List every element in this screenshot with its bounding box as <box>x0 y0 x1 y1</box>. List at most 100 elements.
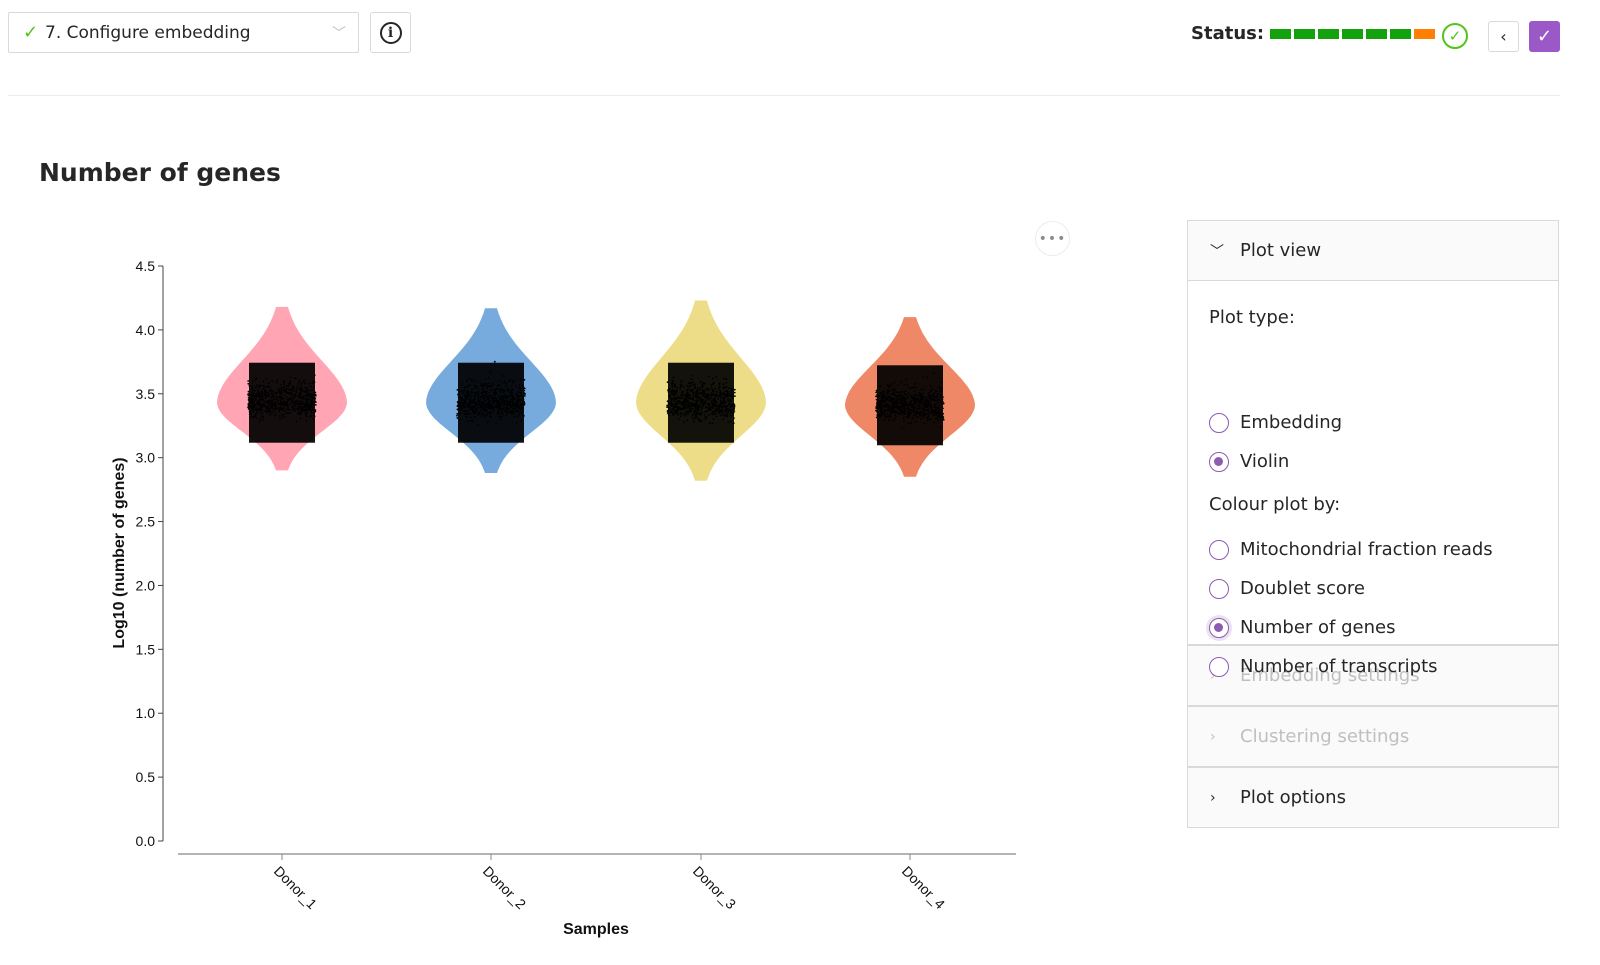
data-point <box>456 414 458 417</box>
data-point <box>474 406 476 409</box>
data-point <box>504 406 507 409</box>
data-point <box>694 385 696 387</box>
data-point <box>876 389 878 392</box>
data-point <box>489 370 492 372</box>
data-point <box>708 414 710 416</box>
data-point <box>722 377 725 380</box>
data-point <box>485 406 487 409</box>
data-point <box>285 396 288 399</box>
data-point <box>929 390 932 392</box>
data-point <box>262 397 264 400</box>
data-point <box>925 400 928 403</box>
data-point <box>884 396 886 399</box>
step-selector[interactable]: ✓ 7. Configure embedding ﹀ <box>8 12 359 53</box>
data-point <box>692 407 694 410</box>
data-point <box>480 384 483 387</box>
data-point <box>296 413 299 415</box>
data-point <box>503 400 505 402</box>
data-point <box>461 381 463 384</box>
radio-number-of-genes[interactable]: Number of genes <box>1209 617 1395 638</box>
radio-circle[interactable] <box>1209 617 1229 638</box>
data-point <box>906 384 908 387</box>
data-point <box>271 411 274 413</box>
data-point <box>921 392 924 395</box>
radio-circle[interactable] <box>1209 656 1229 677</box>
data-point <box>513 397 516 400</box>
data-point <box>725 386 728 389</box>
data-point <box>702 385 704 387</box>
radio-circle[interactable] <box>1209 539 1229 560</box>
data-point <box>293 390 295 393</box>
data-point <box>279 417 281 420</box>
data-point <box>712 399 715 401</box>
data-point <box>909 387 912 389</box>
data-point <box>509 379 512 381</box>
embedding-settings-header[interactable]: › Embedding settings <box>1187 645 1559 706</box>
data-point <box>459 397 461 400</box>
y-tick-label: 3.0 <box>136 450 156 466</box>
data-point <box>306 408 309 411</box>
radio-number-of-transcripts[interactable]: Number of transcripts <box>1209 656 1438 677</box>
data-point <box>272 399 274 401</box>
plot-more-options-button[interactable]: ••• <box>1035 221 1070 256</box>
data-point <box>709 409 712 411</box>
data-point <box>503 403 505 406</box>
data-point <box>708 405 710 407</box>
radio-circle[interactable] <box>1209 451 1229 472</box>
data-point <box>289 376 292 379</box>
data-point <box>711 407 714 409</box>
data-point <box>520 419 522 422</box>
data-point <box>465 391 467 393</box>
complete-step-button[interactable]: ✓ <box>1529 21 1560 52</box>
plot-view-header[interactable]: ﹀ Plot view <box>1187 220 1559 281</box>
data-point <box>314 394 317 397</box>
data-point <box>932 394 935 397</box>
data-point <box>722 387 725 390</box>
data-point <box>282 381 285 383</box>
data-point <box>477 393 480 396</box>
data-point <box>503 394 506 397</box>
data-point <box>886 413 889 415</box>
radio-mito-fraction[interactable]: Mitochondrial fraction reads <box>1209 539 1493 560</box>
data-point <box>305 408 307 410</box>
x-tick-label: Donor_3 <box>690 863 739 912</box>
radio-doublet-score[interactable]: Doublet score <box>1209 578 1365 599</box>
info-button[interactable]: i <box>370 12 411 53</box>
data-point <box>911 403 914 406</box>
radio-circle[interactable] <box>1209 578 1229 599</box>
data-point <box>497 415 500 417</box>
data-point <box>248 394 251 397</box>
data-point <box>726 415 729 418</box>
data-point <box>267 400 269 402</box>
data-point <box>687 413 690 415</box>
data-point <box>513 415 515 418</box>
plot-options-header[interactable]: › Plot options <box>1187 767 1559 828</box>
data-point <box>685 394 687 396</box>
data-point <box>701 392 704 394</box>
data-point <box>306 411 308 413</box>
data-point <box>715 401 718 404</box>
radio-circle[interactable] <box>1209 412 1229 433</box>
data-point <box>922 397 924 399</box>
data-point <box>248 402 251 405</box>
data-point <box>312 414 315 417</box>
data-point <box>299 405 302 407</box>
data-point <box>931 393 934 395</box>
data-point <box>284 391 287 394</box>
data-point <box>248 413 251 416</box>
data-point <box>274 400 276 403</box>
data-point <box>479 405 482 408</box>
previous-step-button[interactable]: ‹ <box>1488 21 1519 52</box>
clustering-settings-header[interactable]: › Clustering settings <box>1187 706 1559 767</box>
data-point <box>919 405 921 408</box>
data-point <box>671 408 674 411</box>
data-point <box>903 390 905 393</box>
data-point <box>676 389 678 392</box>
data-point <box>690 398 693 400</box>
data-point <box>266 406 269 408</box>
data-point <box>888 405 891 408</box>
radio-embedding[interactable]: Embedding <box>1209 412 1342 433</box>
radio-violin[interactable]: Violin <box>1209 451 1289 472</box>
data-point <box>498 408 501 411</box>
data-point <box>686 385 689 387</box>
